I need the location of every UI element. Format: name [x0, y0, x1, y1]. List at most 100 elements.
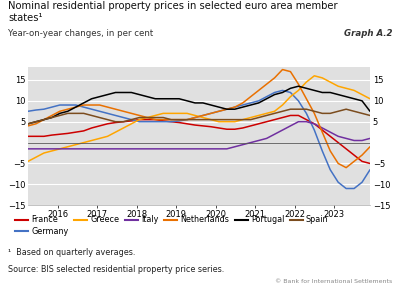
- Greece: [169, 112, 174, 115]
- Spain: [200, 118, 205, 121]
- Portugal: [200, 101, 205, 105]
- France: [312, 122, 317, 125]
- Italy: [304, 120, 309, 123]
- Portugal: [224, 107, 229, 111]
- France: [296, 114, 301, 117]
- Spain: [105, 118, 110, 121]
- Portugal: [161, 97, 166, 100]
- Portugal: [352, 97, 356, 100]
- Italy: [34, 147, 38, 151]
- Spain: [248, 118, 253, 121]
- Germany: [288, 91, 293, 94]
- Greece: [200, 116, 205, 119]
- Netherlands: [145, 116, 150, 119]
- Italy: [336, 135, 340, 138]
- Greece: [81, 141, 86, 144]
- France: [360, 160, 364, 163]
- Greece: [344, 87, 348, 90]
- Portugal: [58, 112, 62, 115]
- Italy: [280, 128, 285, 132]
- Spain: [328, 112, 333, 115]
- Portugal: [288, 87, 293, 90]
- Italy: [360, 139, 364, 142]
- Germany: [256, 99, 261, 102]
- Italy: [193, 147, 198, 151]
- Italy: [312, 122, 317, 125]
- Spain: [312, 110, 317, 113]
- Spain: [360, 112, 364, 115]
- Line: Greece: Greece: [28, 76, 370, 161]
- France: [304, 118, 309, 121]
- Spain: [73, 112, 78, 115]
- Netherlands: [320, 130, 325, 134]
- Italy: [81, 147, 86, 151]
- France: [129, 119, 134, 123]
- Netherlands: [232, 105, 237, 109]
- Germany: [240, 103, 245, 107]
- Text: Year-on-year changes, in per cent: Year-on-year changes, in per cent: [8, 29, 153, 38]
- Italy: [65, 147, 70, 151]
- Italy: [145, 147, 150, 151]
- Italy: [352, 139, 356, 142]
- Italy: [224, 147, 229, 151]
- Germany: [169, 120, 174, 123]
- Greece: [137, 118, 142, 121]
- Spain: [121, 120, 126, 123]
- Greece: [288, 95, 293, 98]
- Spain: [153, 116, 158, 119]
- Italy: [169, 147, 174, 151]
- Germany: [296, 99, 301, 102]
- France: [216, 126, 221, 130]
- Greece: [280, 103, 285, 107]
- Italy: [264, 137, 269, 140]
- Greece: [328, 80, 333, 84]
- Italy: [232, 145, 237, 148]
- France: [169, 120, 174, 123]
- Greece: [73, 143, 78, 146]
- Italy: [320, 126, 325, 130]
- France: [248, 124, 253, 128]
- Spain: [352, 110, 356, 113]
- Greece: [185, 112, 190, 115]
- Portugal: [153, 97, 158, 100]
- Portugal: [97, 95, 102, 98]
- Italy: [185, 147, 190, 151]
- Greece: [129, 122, 134, 125]
- France: [42, 135, 46, 138]
- Netherlands: [113, 107, 118, 111]
- Greece: [145, 116, 150, 119]
- Germany: [232, 105, 237, 109]
- Germany: [73, 103, 78, 107]
- Netherlands: [50, 114, 54, 117]
- Greece: [264, 112, 269, 115]
- Germany: [312, 128, 317, 132]
- France: [145, 118, 150, 121]
- Germany: [208, 112, 213, 115]
- Italy: [296, 120, 301, 123]
- Line: Netherlands: Netherlands: [28, 69, 370, 168]
- Italy: [50, 147, 54, 151]
- Greece: [360, 93, 364, 96]
- Greece: [113, 130, 118, 134]
- Portugal: [193, 101, 198, 105]
- Greece: [89, 139, 94, 142]
- Netherlands: [193, 116, 198, 119]
- Greece: [368, 97, 372, 100]
- Germany: [264, 95, 269, 98]
- Line: Italy: Italy: [28, 122, 370, 149]
- Portugal: [368, 110, 372, 113]
- Spain: [113, 120, 118, 123]
- Germany: [193, 116, 198, 119]
- Greece: [97, 137, 102, 140]
- Germany: [216, 110, 221, 113]
- Greece: [26, 160, 30, 163]
- Portugal: [248, 103, 253, 107]
- Italy: [288, 124, 293, 128]
- Portugal: [272, 93, 277, 96]
- Spain: [240, 118, 245, 121]
- Portugal: [129, 91, 134, 94]
- Greece: [272, 110, 277, 113]
- Netherlands: [216, 110, 221, 113]
- Germany: [352, 187, 356, 190]
- Netherlands: [264, 82, 269, 86]
